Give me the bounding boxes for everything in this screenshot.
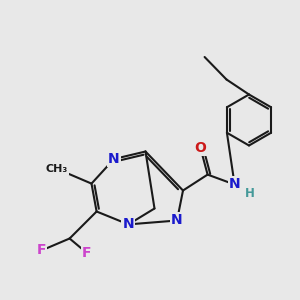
Text: CH₃: CH₃ [46, 164, 68, 174]
Text: O: O [194, 141, 206, 154]
Text: N: N [171, 214, 183, 227]
Text: N: N [108, 152, 120, 166]
Text: F: F [37, 244, 46, 257]
Text: H: H [245, 187, 254, 200]
Text: F: F [82, 246, 91, 260]
Text: N: N [229, 178, 240, 191]
Text: N: N [123, 218, 134, 231]
